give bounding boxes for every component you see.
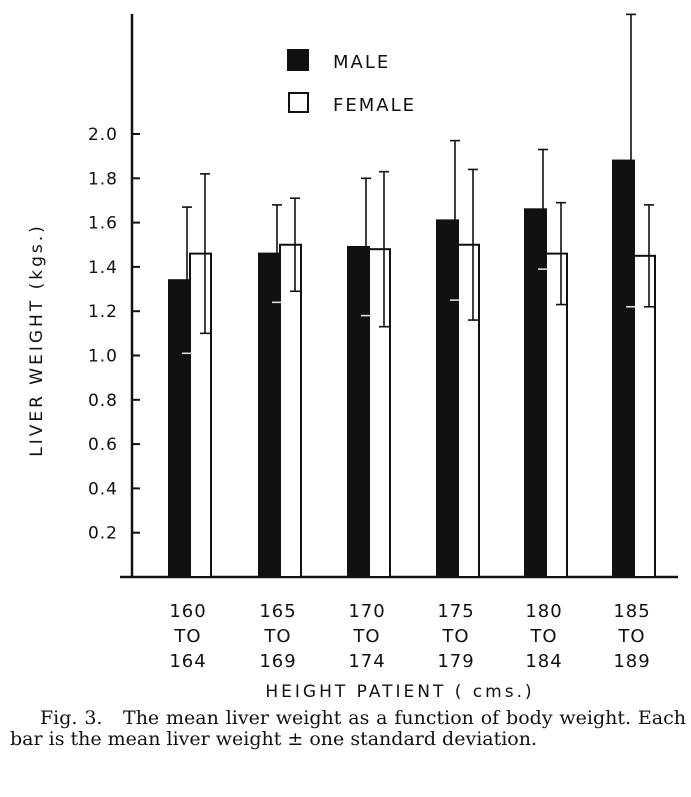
x-category-label: 169	[259, 651, 296, 672]
legend: MALE FEMALE	[287, 49, 416, 116]
legend-swatch-male	[287, 49, 309, 71]
y-tick-label: 0.8	[88, 391, 118, 411]
x-category-label: 174	[348, 651, 385, 672]
x-category-label: 185	[613, 601, 650, 622]
x-axis-label: HEIGHT PATIENT ( cms.)	[265, 682, 534, 702]
legend-label-male: MALE	[333, 52, 390, 73]
x-category-label: 170	[348, 601, 385, 622]
x-category-label: TO	[617, 626, 645, 647]
female-bar	[368, 248, 391, 578]
x-category-label: TO	[352, 626, 380, 647]
error-bars	[182, 13, 654, 355]
y-ticks: 0.2 0.4 0.6 0.8 1.0 1.2 1.4 1.6 1.8 2.0	[88, 125, 140, 544]
x-category-label: TO	[263, 626, 291, 647]
caption-label: Fig. 3.	[40, 707, 103, 729]
y-tick-label: 0.2	[88, 524, 118, 544]
x-category-label: 160	[169, 601, 206, 622]
x-category-label: 175	[437, 601, 474, 622]
y-tick-label: 1.8	[88, 169, 118, 189]
x-category-label: TO	[529, 626, 557, 647]
x-category-label: 164	[169, 651, 206, 672]
female-bar	[279, 243, 302, 578]
chart-axes	[120, 14, 678, 579]
figure-caption: Fig. 3. The mean liver weight as a funct…	[10, 708, 686, 750]
bar-chart: 0.20.40.60.81.01.21.41.61.82.0 160TO1641…	[27, 13, 678, 702]
x-category-label: 189	[613, 651, 650, 672]
y-tick-label: 1.2	[88, 302, 118, 322]
y-tick-label: 2.0	[88, 125, 118, 145]
x-category-label: 179	[437, 651, 474, 672]
female-bar	[189, 252, 212, 579]
y-tick-label: 0.6	[88, 435, 118, 455]
caption-text: The mean liver weight as a function of b…	[10, 707, 686, 750]
x-category-label: 180	[525, 601, 562, 622]
x-category-label: 184	[525, 651, 562, 672]
x-category-label: TO	[441, 626, 469, 647]
bars	[168, 159, 656, 579]
y-axis-label: LIVER WEIGHT (kgs.)	[27, 223, 47, 457]
y-tick-label: 1.0	[88, 347, 118, 367]
female-bar	[633, 254, 656, 578]
female-bar	[457, 243, 480, 578]
y-tick-label: 1.6	[88, 214, 118, 234]
x-category-label: TO	[173, 626, 201, 647]
y-tick-label: 1.4	[88, 258, 118, 278]
female-bar	[545, 252, 568, 579]
legend-swatch-female	[288, 92, 309, 113]
x-category-label: 165	[259, 601, 296, 622]
legend-label-female: FEMALE	[333, 95, 416, 116]
y-tick-label: 0.4	[88, 479, 118, 499]
x-category-labels: 160 TO 164 165 TO 169 170 TO 174 175 TO 179 180 TO 184…	[169, 601, 650, 672]
